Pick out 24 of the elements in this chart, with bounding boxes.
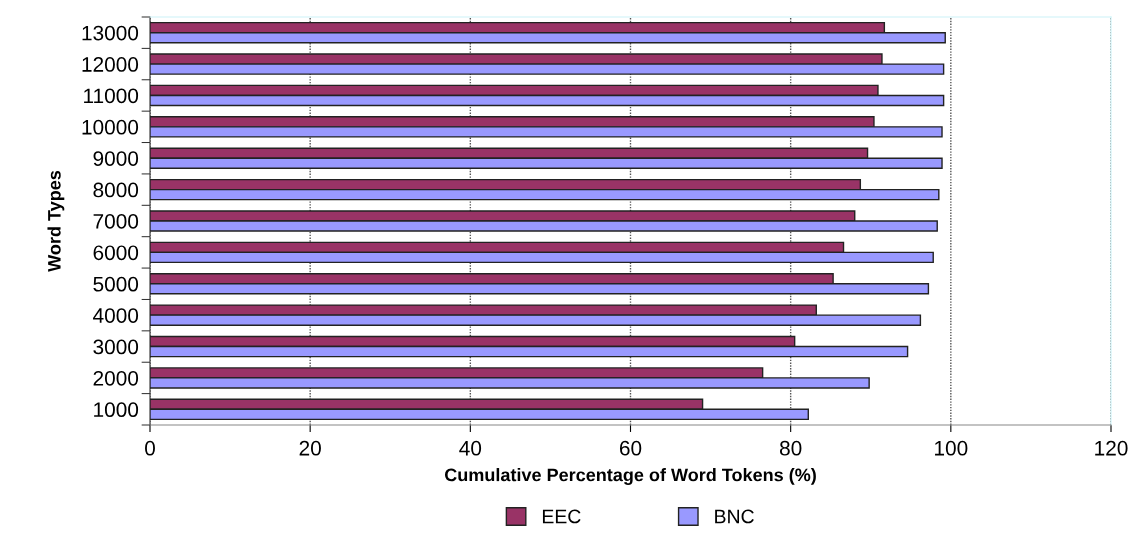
y-tick-label: 11000 [84,88,139,104]
x-tick-label: 0 [145,440,155,456]
y-tick-label: 9000 [93,151,139,166]
x-tick-label: 20 [299,440,321,456]
y-tick-label: 13000 [82,25,139,41]
y-tick-label: 2000 [93,370,139,386]
y-tick-label: 1000 [94,402,139,418]
y-tick-label: 10000 [82,119,139,135]
x-tick-label: 80 [779,440,802,456]
y-tick-label: 5000 [93,276,139,292]
x-tick-label: 120 [1095,440,1128,456]
y-tick-label: 3000 [93,339,139,355]
y-tick-label: 12000 [82,57,139,72]
x-tick-label: 60 [619,440,642,456]
x-tick-label: 100 [935,440,968,456]
x-axis-title: Cumulative Percentage of Word Tokens (%) [444,468,816,485]
y-tick-label: 7000 [93,214,139,229]
legend-label: EEC [542,509,581,524]
y-axis-title: Word Types [47,170,65,272]
y-tick-label: 8000 [93,182,139,198]
y-tick-label: 4000 [93,308,139,323]
x-tick-label: 40 [459,440,482,456]
legend-label: BNC [715,509,754,524]
y-tick-label: 6000 [93,245,139,261]
